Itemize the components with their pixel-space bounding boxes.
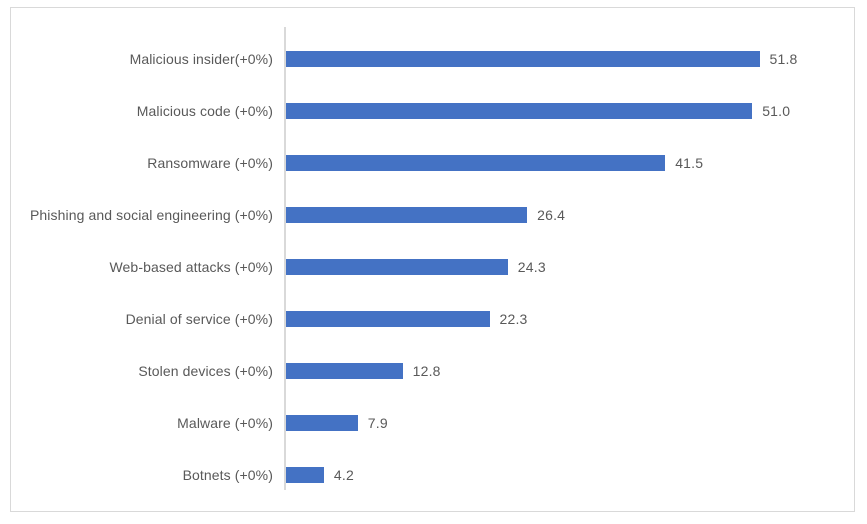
bar <box>285 154 666 171</box>
bar <box>285 50 760 67</box>
category-label: Ransomware (+0%) <box>147 154 273 171</box>
bar <box>285 258 508 275</box>
category-axis-line <box>284 27 286 490</box>
category-label: Malicious insider(+0%) <box>129 50 273 67</box>
bar-area: 7.9 <box>284 397 854 449</box>
value-label: 7.9 <box>367 414 388 431</box>
bar-area: 51.0 <box>284 85 854 137</box>
category-label: Denial of service (+0%) <box>125 310 273 327</box>
bar-area: 24.3 <box>284 241 854 293</box>
bar <box>285 102 753 119</box>
category-label: Stolen devices (+0%) <box>138 362 273 379</box>
value-label: 26.4 <box>537 206 566 223</box>
category-label: Botnets (+0%) <box>182 466 273 483</box>
bar <box>285 362 403 379</box>
bar-area: 26.4 <box>284 189 854 241</box>
bar <box>285 414 358 431</box>
bar-area: 51.8 <box>284 33 854 85</box>
bar-area: 22.3 <box>284 293 854 345</box>
bar-area: 4.2 <box>284 449 854 501</box>
chart-frame: Malicious insider(+0%) 51.8 Malicious co… <box>10 7 855 512</box>
chart-row: Denial of service (+0%) 22.3 <box>11 293 854 345</box>
bar <box>285 466 324 483</box>
category-label: Web-based attacks (+0%) <box>109 258 273 275</box>
chart-row: Malicious insider(+0%) 51.8 <box>11 33 854 85</box>
bar <box>285 310 490 327</box>
value-label: 24.3 <box>517 258 546 275</box>
chart-row: Phishing and social engineering (+0%) 26… <box>11 189 854 241</box>
bar-area: 12.8 <box>284 345 854 397</box>
chart-row: Ransomware (+0%) 41.5 <box>11 137 854 189</box>
chart-row: Stolen devices (+0%) 12.8 <box>11 345 854 397</box>
category-label: Malware (+0%) <box>177 414 273 431</box>
value-label: 51.8 <box>769 50 798 67</box>
chart-row: Botnets (+0%) 4.2 <box>11 449 854 501</box>
value-label: 4.2 <box>333 466 354 483</box>
value-label: 51.0 <box>762 102 791 119</box>
value-label: 22.3 <box>499 310 528 327</box>
bar-area: 41.5 <box>284 137 854 189</box>
category-label: Malicious code (+0%) <box>136 102 273 119</box>
bar-chart-plot-area: Malicious insider(+0%) 51.8 Malicious co… <box>11 33 854 501</box>
chart-row: Malware (+0%) 7.9 <box>11 397 854 449</box>
category-label: Phishing and social engineering (+0%) <box>29 206 273 223</box>
chart-row: Web-based attacks (+0%) 24.3 <box>11 241 854 293</box>
value-label: 41.5 <box>675 154 704 171</box>
value-label: 12.8 <box>412 362 441 379</box>
chart-row: Malicious code (+0%) 51.0 <box>11 85 854 137</box>
bar <box>285 206 528 223</box>
